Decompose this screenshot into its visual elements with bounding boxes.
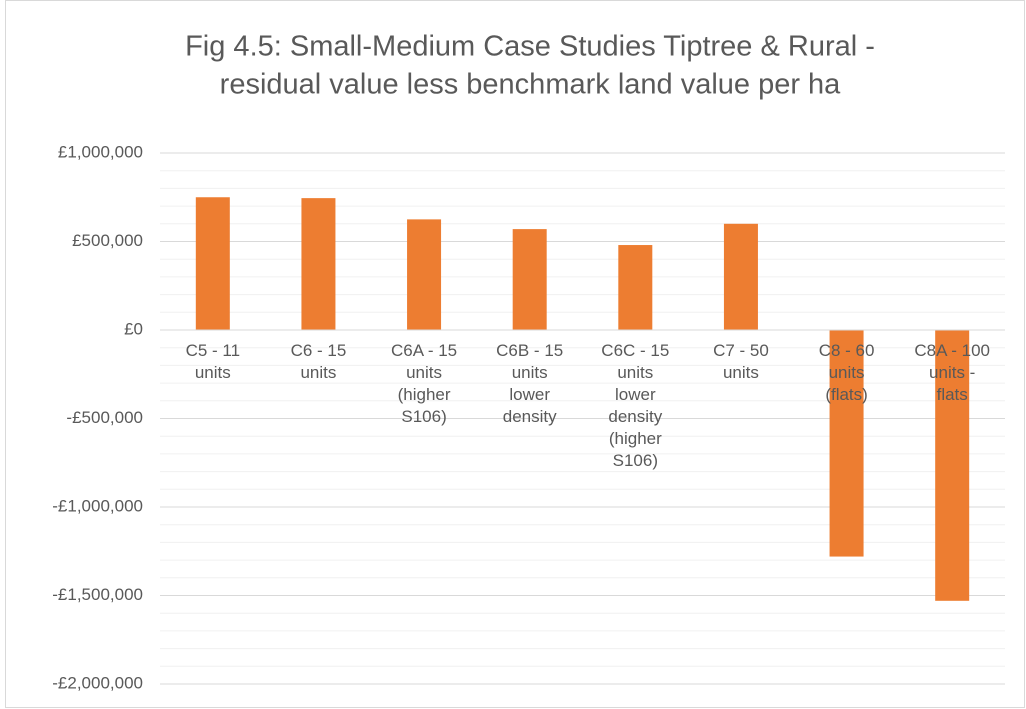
- bar: [618, 245, 653, 330]
- bar: [407, 219, 442, 330]
- bar: [723, 223, 758, 330]
- y-tick-label: -£1,500,000: [52, 585, 143, 604]
- bar: [935, 330, 970, 601]
- bar: [512, 229, 547, 330]
- x-tick-label: C6 - 15 units: [291, 341, 347, 382]
- y-tick-label: -£1,000,000: [52, 496, 143, 515]
- bar: [829, 330, 864, 557]
- x-tick-label: C8 - 60 units (flats): [819, 341, 875, 404]
- y-tick-label: £1,000,000: [58, 142, 143, 161]
- bar: [301, 198, 336, 330]
- chart-title: Fig 4.5: Small-Medium Case Studies Tiptr…: [185, 31, 875, 63]
- x-tick-label: C8A - 100 units -flats: [914, 341, 990, 404]
- x-tick-label: C6B - 15 units lower density: [496, 341, 563, 426]
- y-tick-label: -£2,000,000: [52, 673, 143, 692]
- x-tick-label: C7 - 50 units: [713, 341, 769, 382]
- chart-title: residual value less benchmark land value…: [220, 69, 842, 101]
- y-tick-label: £500,000: [72, 231, 143, 250]
- y-tick-label: £0: [124, 319, 143, 338]
- x-tick-label: C6A - 15 units (higher S106): [391, 341, 457, 426]
- x-tick-label: C6C - 15 units lower density (higher S106): [601, 341, 669, 470]
- x-tick-label: C5 - 11 units: [186, 341, 241, 382]
- bar: [195, 197, 230, 330]
- y-tick-label: -£500,000: [66, 408, 143, 427]
